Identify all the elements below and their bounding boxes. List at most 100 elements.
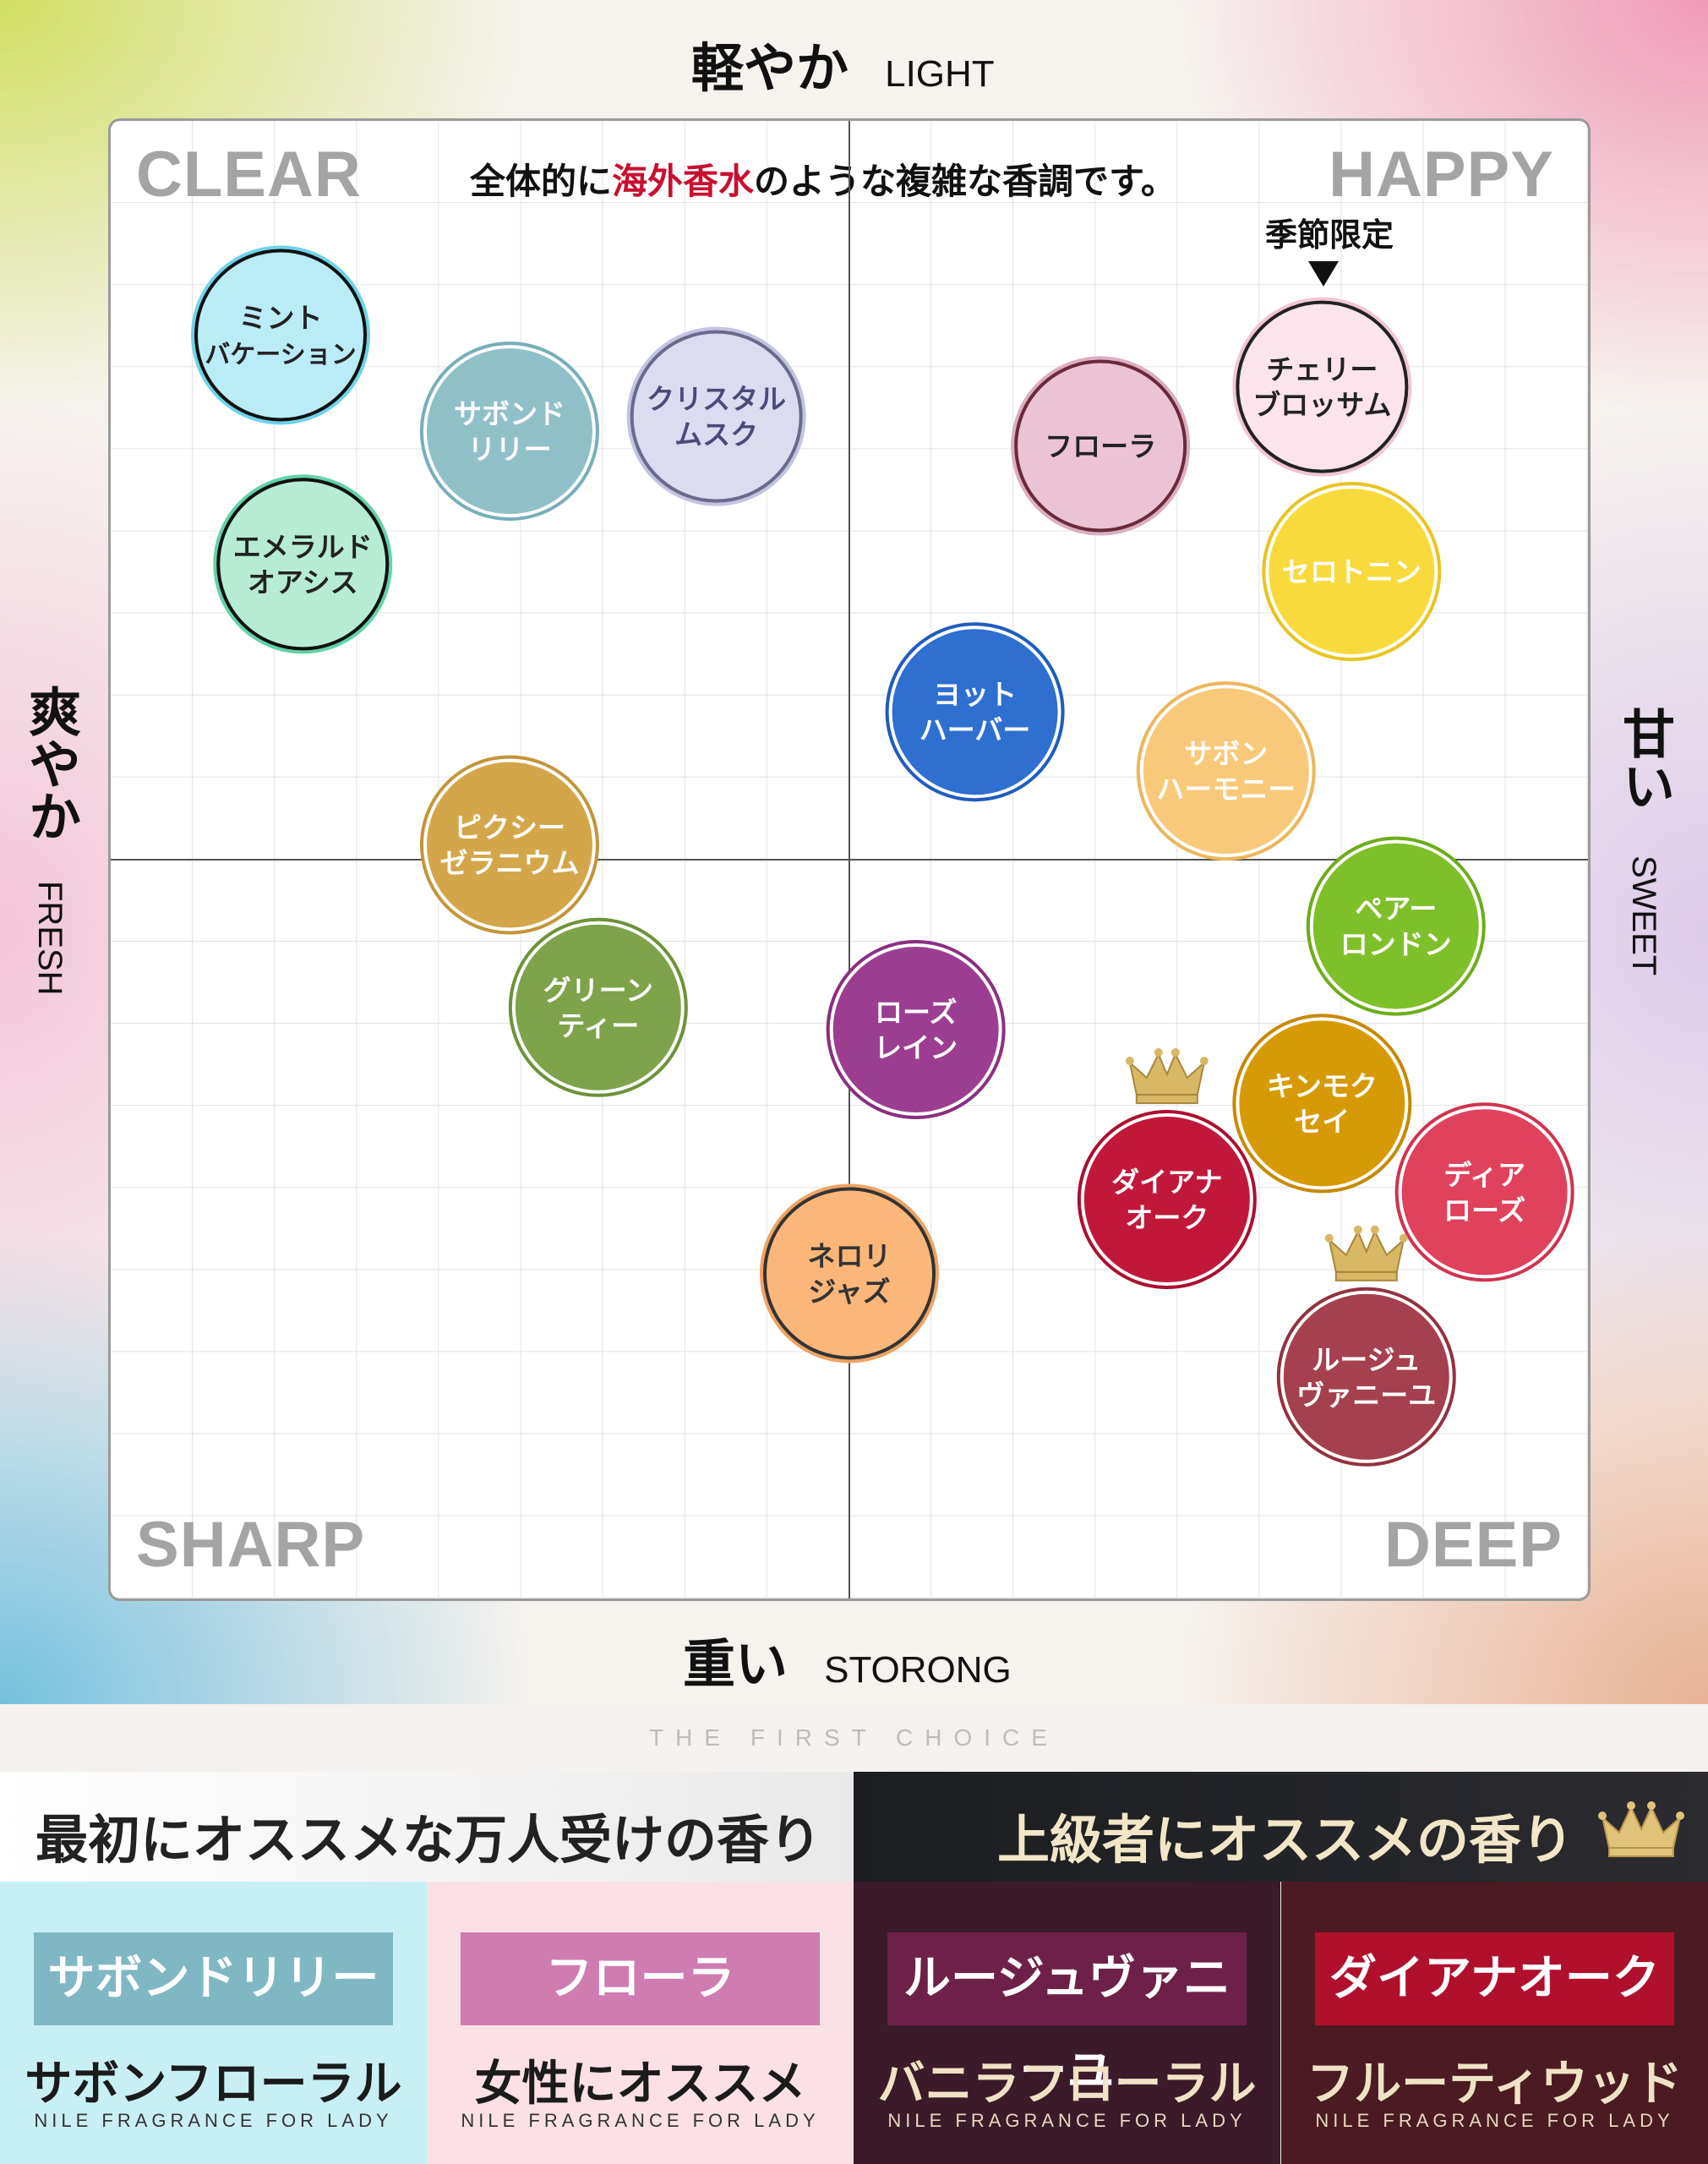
point-marker <box>630 330 803 503</box>
point-label: ネロリ <box>808 1239 892 1272</box>
axis-top-label: 軽やか LIGHT <box>691 25 995 101</box>
card-sub: NILE FRAGRANCE FOR LADY <box>461 2110 820 2131</box>
crown-icon <box>1598 1801 1684 1857</box>
axis-left-label: 爽やか FRESH <box>19 685 81 996</box>
point-label: ミント <box>239 301 323 334</box>
point-label: ヴァニーユ <box>1296 1379 1436 1412</box>
fragrance-point-6[interactable]: セロトニン <box>1262 482 1442 662</box>
point-label: ロンドン <box>1340 928 1452 961</box>
recommend-card-flora[interactable]: フローラ 女性にオススメ NILE FRAGRANCE FOR LADY <box>427 1882 854 2164</box>
point-marker <box>194 249 368 422</box>
crown-jewel <box>1353 1225 1362 1234</box>
crown-jewel <box>1125 1057 1134 1066</box>
point-marker <box>1014 359 1187 533</box>
axis-top-jp: 軽やか <box>691 37 849 99</box>
point-label: ルージュ <box>1312 1343 1421 1376</box>
card-name: フローラ <box>461 1932 820 2025</box>
scatter-plot-area: CLEAR HAPPY SHARP DEEP 全体的に海外香水のような複雑な香調… <box>108 118 1591 1601</box>
card-sub: NILE FRAGRANCE FOR LADY <box>887 2110 1247 2131</box>
point-marker <box>511 921 685 1094</box>
fragrance-point-4[interactable]: フローラ <box>1011 356 1191 536</box>
point-label: ティー <box>557 1009 639 1042</box>
point-label: ローズ <box>875 996 957 1029</box>
crown-body <box>1128 1052 1206 1096</box>
point-label: ジャズ <box>808 1275 890 1308</box>
point-label: キンモク <box>1267 1069 1378 1102</box>
point-marker <box>1265 485 1438 658</box>
axis-right-jp: 甘い <box>1613 707 1675 812</box>
seasonal-label: 季節限定 <box>1264 216 1394 254</box>
point-label: ハーモニー <box>1156 773 1296 806</box>
point-label: ローズ <box>1443 1194 1525 1227</box>
header-beginner: 最初にオススメな万人受けの香り <box>0 1772 854 1882</box>
point-label: グリーン <box>543 974 653 1007</box>
crown-jewel <box>1370 1225 1379 1234</box>
point-label: ゼラニウム <box>439 847 579 880</box>
chart-svg: ミントバケーションサボンドリリークリスタルムスクエメラルドオアシスフローラチェリ… <box>111 121 1588 1598</box>
card-desc: フルーティウッド <box>1307 2057 1683 2112</box>
crown-icon <box>1324 1225 1408 1281</box>
point-label: チェリー <box>1266 353 1378 386</box>
recommend-card-diana-oak[interactable]: ダイアナオーク フルーティウッド NILE FRAGRANCE FOR LADY <box>1281 1882 1708 2164</box>
crown-jewel <box>1154 1048 1163 1057</box>
point-label: ヨット <box>933 678 1017 711</box>
point-label: エメラルド <box>233 530 373 563</box>
header-advanced-text: 上級者にオススメの香り <box>997 1809 1574 1871</box>
quadrant-label-clear: CLEAR <box>136 139 362 210</box>
header-advanced: 上級者にオススメの香り <box>854 1772 1708 1882</box>
point-marker <box>1236 1017 1409 1190</box>
recommend-card-rouge-vanille[interactable]: ルージュヴァニーユ バニラフローラル NILE FRAGRANCE FOR LA… <box>854 1882 1280 2164</box>
point-label: セロトニン <box>1282 555 1422 588</box>
crown-jewel <box>1170 1048 1180 1057</box>
point-label: オーク <box>1125 1201 1209 1234</box>
axis-right-en: SWEET <box>1625 855 1662 976</box>
card-sub: NILE FRAGRANCE FOR LADY <box>34 2110 393 2131</box>
crown-body <box>1328 1229 1405 1273</box>
point-label: ブロッサム <box>1252 389 1391 422</box>
point-marker <box>829 943 1002 1117</box>
point-label: リリー <box>467 433 551 466</box>
axis-top-en: LIGHT <box>885 53 995 95</box>
point-label: ハーバー <box>919 713 1031 746</box>
point-marker <box>888 626 1061 799</box>
quadrant-label-deep: DEEP <box>1384 1509 1563 1581</box>
point-label: セイ <box>1294 1105 1350 1138</box>
seasonal-arrow-icon <box>1308 261 1339 287</box>
fragrance-point-17[interactable]: ルージュヴァニーユ <box>1276 1225 1456 1467</box>
point-label: ディア <box>1443 1158 1525 1191</box>
crown-jewel <box>1199 1057 1209 1066</box>
axis-left-en: FRESH <box>31 881 68 996</box>
point-label: バケーション <box>205 340 356 369</box>
fragrance-point-1[interactable]: サボンドリリー <box>419 342 599 522</box>
axis-bottom-jp: 重い <box>683 1633 789 1695</box>
card-desc: バニラフローラル <box>877 2057 1257 2112</box>
point-marker <box>216 478 390 651</box>
recommend-card-saboundrily[interactable]: サボンドリリー サボンフローラル NILE FRAGRANCE FOR LADY <box>0 1882 427 2164</box>
crown-icon <box>1125 1048 1209 1105</box>
card-desc: サボンフローラル <box>25 2057 402 2112</box>
point-marker <box>1236 300 1409 473</box>
axis-bottom-label: 重い STORONG <box>683 1621 1012 1697</box>
point-marker <box>763 1187 936 1360</box>
point-label: ピクシー <box>454 812 565 844</box>
card-name: ダイアナオーク <box>1315 1932 1674 2025</box>
card-name: サボンドリリー <box>34 1932 393 2025</box>
point-label: サボン <box>1184 737 1268 770</box>
axis-right-label: 甘い SWEET <box>1613 707 1675 976</box>
fragrance-point-14[interactable]: ダイアナオーク <box>1077 1048 1257 1290</box>
point-marker <box>1080 1113 1253 1287</box>
point-label: ムスク <box>674 418 758 451</box>
